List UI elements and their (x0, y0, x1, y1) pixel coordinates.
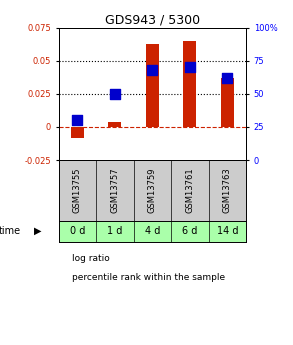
Text: GSM13757: GSM13757 (110, 168, 119, 213)
Bar (221, 78, 234, 127)
Text: 14 d: 14 d (217, 226, 238, 236)
Title: GDS943 / 5300: GDS943 / 5300 (105, 13, 200, 27)
Text: 0 d: 0 d (70, 226, 85, 236)
Text: ▶: ▶ (34, 226, 42, 236)
Point (225, 75, 230, 81)
Text: GSM13763: GSM13763 (223, 168, 232, 213)
Text: GSM13761: GSM13761 (185, 168, 194, 213)
Bar (71, 127, 84, 138)
Bar (183, 41, 196, 127)
Text: 1 d: 1 d (107, 226, 122, 236)
Point (113, 91, 117, 97)
Bar (108, 122, 121, 127)
Text: log ratio: log ratio (72, 254, 110, 263)
Bar (146, 43, 159, 127)
Text: percentile rank within the sample: percentile rank within the sample (72, 273, 225, 282)
Point (150, 67, 155, 73)
Text: 4 d: 4 d (145, 226, 160, 236)
Point (188, 65, 192, 70)
Text: GSM13755: GSM13755 (73, 168, 82, 213)
Text: GSM13759: GSM13759 (148, 168, 157, 213)
Text: 6 d: 6 d (182, 226, 197, 236)
Text: time: time (0, 226, 21, 236)
Point (75, 118, 80, 123)
